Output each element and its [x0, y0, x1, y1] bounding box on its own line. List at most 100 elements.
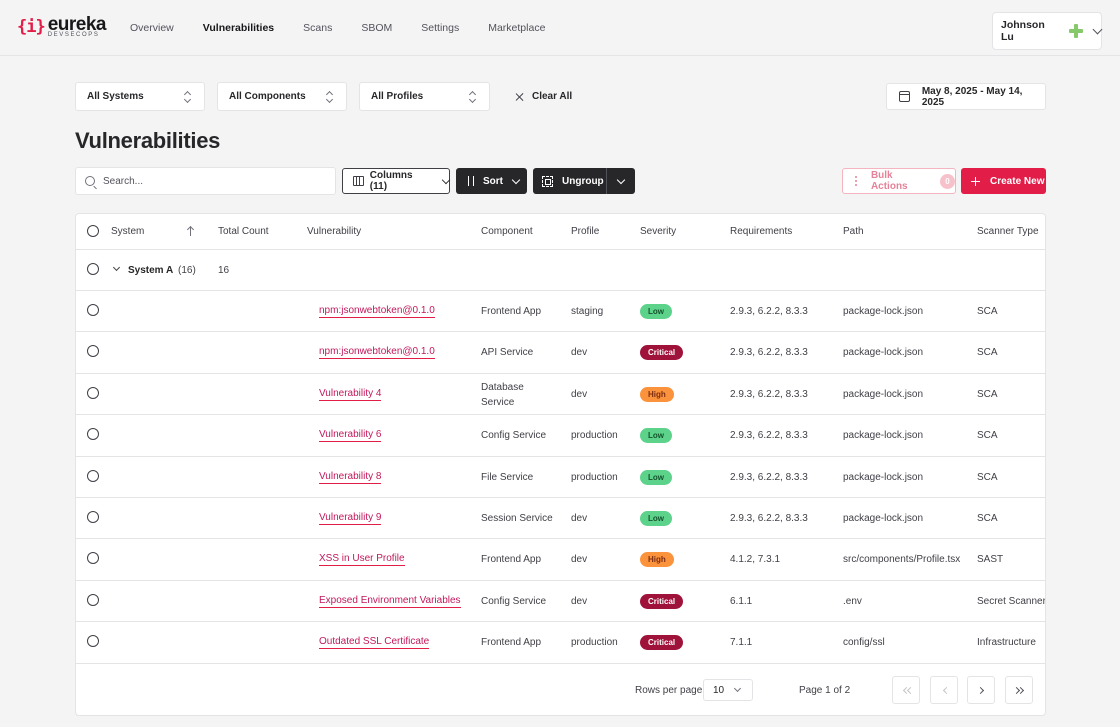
- col-severity[interactable]: Severity: [640, 226, 677, 237]
- table-row[interactable]: npm:jsonwebtoken@0.1.0 Frontend App stagin…: [76, 291, 1045, 333]
- severity-badge: Low: [640, 428, 672, 444]
- systems-filter[interactable]: All Systems: [75, 82, 205, 111]
- logo-mark-icon: {i}: [17, 16, 46, 37]
- last-page-button[interactable]: [1005, 676, 1033, 704]
- chevron-down-icon: [616, 175, 626, 184]
- group-count: (16): [178, 265, 196, 276]
- cell-scanner-type: SCA: [977, 388, 998, 400]
- main-nav: Overview Vulnerabilities Scans SBOM Sett…: [130, 22, 574, 34]
- user-menu[interactable]: Johnson Lu: [992, 12, 1103, 50]
- vulnerability-link[interactable]: npm:jsonwebtoken@0.1.0: [319, 346, 435, 360]
- vulnerability-link[interactable]: Vulnerability 6: [319, 429, 382, 443]
- sort-ascending-icon[interactable]: [186, 226, 195, 236]
- cell-component: API Service: [481, 347, 534, 359]
- next-page-button[interactable]: [967, 676, 995, 704]
- table-row[interactable]: Vulnerability 9 Session Service dev Low 2.9.…: [76, 498, 1045, 540]
- vulnerability-link[interactable]: Exposed Environment Variables: [319, 594, 461, 608]
- nav-overview[interactable]: Overview: [130, 22, 174, 34]
- date-range-label: May 8, 2025 - May 14, 2025: [921, 85, 1023, 108]
- vulnerabilities-table: System Total Count Vulnerability Compone…: [75, 213, 1046, 716]
- col-profile[interactable]: Profile: [571, 226, 600, 237]
- vulnerability-link[interactable]: Outdated SSL Certificate: [319, 636, 430, 650]
- table-row[interactable]: Vulnerability 6 Config Service production L…: [76, 415, 1045, 457]
- cell-profile: production: [571, 637, 618, 649]
- first-page-button[interactable]: [892, 676, 920, 704]
- row-checkbox[interactable]: [87, 428, 99, 441]
- cell-profile: dev: [571, 388, 588, 400]
- logo-subtitle: DEVSECOPS: [47, 32, 100, 38]
- vulnerability-link[interactable]: Vulnerability 4: [319, 387, 382, 401]
- row-checkbox[interactable]: [87, 469, 99, 482]
- plus-icon: [971, 176, 980, 186]
- row-checkbox[interactable]: [87, 304, 99, 316]
- row-checkbox[interactable]: [87, 386, 99, 399]
- rows-per-page-select[interactable]: 10: [703, 679, 753, 701]
- group-row-system-a[interactable]: System A (16) 16: [76, 250, 1045, 291]
- row-checkbox[interactable]: [87, 552, 99, 565]
- nav-settings[interactable]: Settings: [421, 22, 460, 34]
- chevron-down-icon: [511, 175, 521, 184]
- col-system[interactable]: System: [111, 226, 145, 237]
- severity-badge: Low: [640, 304, 672, 319]
- table-row[interactable]: Vulnerability 4 Database Service dev High 2.9…: [76, 374, 1045, 416]
- columns-button[interactable]: Columns (11): [342, 168, 451, 194]
- group-options-button[interactable]: [606, 168, 635, 194]
- col-vulnerability[interactable]: Vulnerability: [307, 226, 362, 237]
- group-checkbox[interactable]: [87, 263, 99, 275]
- col-scanner-type[interactable]: Scanner Type: [977, 226, 1039, 237]
- select-all-checkbox[interactable]: [87, 225, 99, 237]
- ungroup-button[interactable]: Ungroup: [533, 168, 606, 194]
- col-component[interactable]: Component: [481, 226, 533, 237]
- vulnerability-link[interactable]: npm:jsonwebtoken@0.1.0: [319, 305, 435, 318]
- vulnerability-link[interactable]: Vulnerability 8: [319, 470, 382, 484]
- nav-sbom[interactable]: SBOM: [361, 22, 393, 34]
- clear-all-button[interactable]: Clear All: [502, 82, 578, 111]
- bulk-actions-label: Bulk Actions: [870, 170, 908, 192]
- table-row[interactable]: Outdated SSL Certificate Frontend App prod…: [76, 622, 1045, 664]
- nav-marketplace[interactable]: Marketplace: [488, 22, 546, 34]
- row-checkbox[interactable]: [87, 635, 99, 648]
- rows-per-page-label: Rows per page:: [635, 685, 706, 696]
- cell-profile: staging: [571, 306, 604, 317]
- vulnerability-link[interactable]: Vulnerability 9: [319, 512, 382, 525]
- col-path[interactable]: Path: [843, 226, 864, 237]
- create-new-button[interactable]: Create New: [961, 168, 1046, 194]
- table-row[interactable]: Exposed Environment Variables Config Serv…: [76, 581, 1046, 623]
- nav-scans[interactable]: Scans: [303, 22, 333, 34]
- cell-requirements: 2.9.3, 6.2.2, 8.3.3: [730, 513, 808, 524]
- logo-name: eureka: [47, 14, 107, 35]
- bulk-actions-button[interactable]: Bulk Actions 0: [842, 168, 956, 194]
- table-row[interactable]: npm:jsonwebtoken@0.1.0 API Service dev Crit…: [76, 332, 1045, 374]
- nav-vulnerabilities[interactable]: Vulnerabilities: [202, 22, 275, 34]
- cell-scanner-type: SCA: [977, 306, 998, 317]
- profiles-filter[interactable]: All Profiles: [359, 82, 490, 111]
- table-row[interactable]: Vulnerability 8 File Service production Low…: [76, 457, 1045, 498]
- search-icon: [85, 176, 95, 186]
- search-input[interactable]: [103, 175, 323, 187]
- sort-button[interactable]: Sort: [456, 168, 527, 194]
- table-row[interactable]: XSS in User Profile Frontend App dev High 4.…: [76, 539, 1045, 581]
- vulnerability-link[interactable]: XSS in User Profile: [319, 553, 405, 567]
- cell-requirements: 2.9.3, 6.2.2, 8.3.3: [730, 306, 808, 317]
- cell-scanner-type: Secret Scanner: [977, 595, 1046, 607]
- row-checkbox[interactable]: [87, 593, 99, 606]
- sort-icon: [466, 176, 477, 186]
- eureka-logo[interactable]: {i} eureka DEVSECOPS: [17, 14, 107, 38]
- systems-filter-label: All Systems: [87, 91, 144, 102]
- page-info: Page 1 of 2: [799, 685, 851, 696]
- row-checkbox[interactable]: [87, 511, 99, 523]
- components-filter[interactable]: All Components: [217, 82, 347, 111]
- date-range-picker[interactable]: May 8, 2025 - May 14, 2025: [886, 83, 1046, 110]
- row-checkbox[interactable]: [87, 345, 99, 358]
- search-box[interactable]: [75, 167, 336, 195]
- cell-profile: production: [571, 471, 618, 483]
- page-title: Vulnerabilities: [75, 128, 221, 153]
- cell-component: Config Service: [481, 595, 547, 607]
- chevron-down-icon[interactable]: [112, 263, 121, 272]
- col-total-count[interactable]: Total Count: [218, 226, 269, 237]
- ungroup-icon: [542, 175, 553, 187]
- col-requirements[interactable]: Requirements: [730, 226, 793, 237]
- calendar-icon: [899, 91, 910, 102]
- previous-page-button[interactable]: [930, 676, 958, 704]
- create-new-label: Create New: [990, 175, 1045, 187]
